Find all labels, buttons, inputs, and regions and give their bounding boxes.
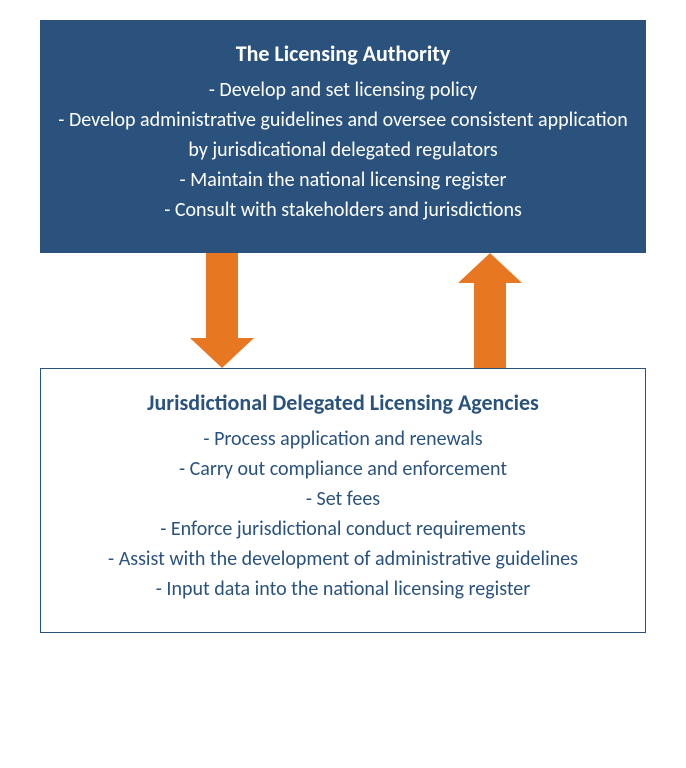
top-box-title: The Licensing Authority bbox=[58, 40, 628, 67]
bottom-box-item: - Enforce jurisdictional conduct require… bbox=[59, 514, 627, 544]
bottom-box-item: - Process application and renewals bbox=[59, 424, 627, 454]
top-box-item: - Maintain the national licensing regist… bbox=[58, 165, 628, 195]
bottom-box-item: - Carry out compliance and enforcement bbox=[59, 454, 627, 484]
bottom-box-item: - Input data into the national licensing… bbox=[59, 574, 627, 604]
top-box-item: - Develop administrative guidelines and … bbox=[58, 105, 628, 165]
top-box-item: - Consult with stakeholders and jurisdic… bbox=[58, 195, 628, 225]
up-arrow-icon bbox=[458, 253, 522, 368]
bottom-box-item: - Assist with the development of adminis… bbox=[59, 544, 627, 574]
top-box: The Licensing Authority - Develop and se… bbox=[40, 20, 646, 253]
bottom-box-item: - Set fees bbox=[59, 484, 627, 514]
bottom-box-title: Jurisdictional Delegated Licensing Agenc… bbox=[59, 389, 627, 416]
arrows-container bbox=[40, 253, 646, 368]
down-arrow-icon bbox=[190, 253, 254, 368]
top-box-item: - Develop and set licensing policy bbox=[58, 75, 628, 105]
bottom-box: Jurisdictional Delegated Licensing Agenc… bbox=[40, 368, 646, 633]
